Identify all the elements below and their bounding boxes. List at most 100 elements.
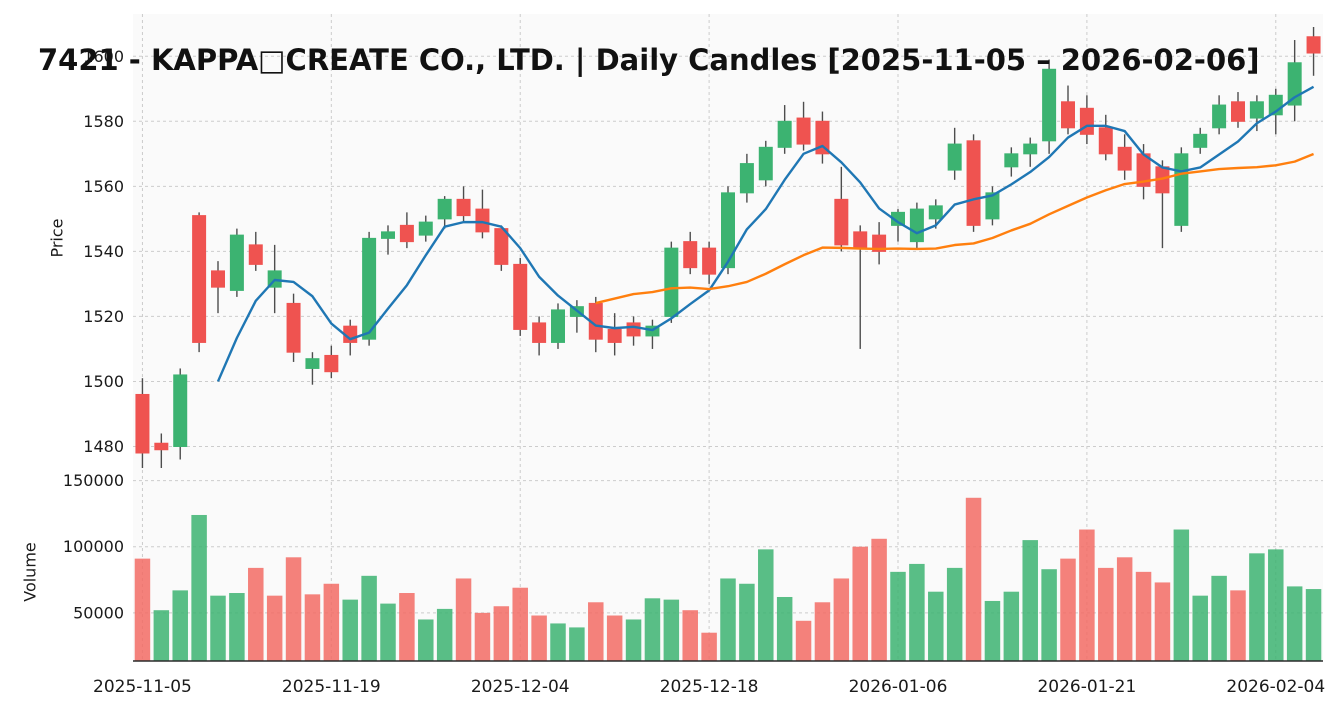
volume-bar xyxy=(304,594,321,661)
candle-body xyxy=(192,215,207,343)
volume-tick-label: 100000 xyxy=(63,537,124,556)
candle-body xyxy=(872,234,887,252)
candle-body xyxy=(1042,68,1057,142)
volume-bar xyxy=(1268,549,1284,661)
candle-body xyxy=(399,224,414,243)
candle-body xyxy=(758,146,773,181)
ma-long-line xyxy=(595,152,1315,305)
x-tick-label: 2025-12-18 xyxy=(660,677,759,697)
candle-body xyxy=(362,237,377,340)
candle-body xyxy=(229,234,244,291)
volume-bar xyxy=(1154,582,1171,661)
x-tick-label: 2025-12-04 xyxy=(471,677,570,697)
volume-bar xyxy=(625,619,642,661)
volume-bar xyxy=(229,593,245,661)
volume-bar xyxy=(1060,558,1076,661)
candle-body xyxy=(1231,101,1245,122)
candle-body xyxy=(1079,107,1094,135)
volume-bar xyxy=(758,549,774,661)
volume-bar xyxy=(606,615,623,661)
volume-bar xyxy=(928,591,944,661)
volume-bar xyxy=(1003,591,1020,661)
candle-body xyxy=(1174,153,1189,226)
volume-bar xyxy=(682,610,698,661)
volume-bar xyxy=(1211,575,1227,661)
volume-bar xyxy=(380,603,396,661)
price-tick-label: 1580 xyxy=(83,112,124,131)
candle-body xyxy=(551,309,565,343)
candle-body xyxy=(1193,133,1208,148)
candle-body xyxy=(135,393,150,454)
volume-bar xyxy=(285,557,302,661)
volume-bar xyxy=(1135,571,1152,661)
candle-body xyxy=(418,221,433,236)
volume-bar xyxy=(1286,586,1303,661)
volume-bar xyxy=(1192,595,1208,661)
volume-bar xyxy=(701,632,717,661)
candle-body xyxy=(626,322,641,337)
volume-bar xyxy=(342,599,358,661)
volume-bar xyxy=(1079,529,1095,661)
x-tick-label: 2026-01-21 xyxy=(1037,677,1136,697)
volume-bar xyxy=(210,595,226,661)
volume-bar xyxy=(531,615,547,661)
candle-body xyxy=(513,263,528,330)
candle-body xyxy=(607,328,622,343)
candle-body xyxy=(456,198,471,217)
volume-bar xyxy=(493,606,510,661)
candle-body xyxy=(1023,143,1038,155)
price-tick-label: 1480 xyxy=(83,437,124,456)
volume-bar xyxy=(833,578,850,661)
volume-tick-label: 150000 xyxy=(63,471,124,490)
volume-bar xyxy=(776,596,793,661)
volume-bar xyxy=(1230,590,1246,661)
volume-bar xyxy=(1173,529,1190,661)
volume-bar xyxy=(418,619,434,661)
candle-body xyxy=(1004,153,1019,168)
candle-body xyxy=(475,208,490,233)
volume-bar xyxy=(644,598,661,661)
price-tick-label: 1600 xyxy=(83,47,124,66)
candle-body xyxy=(286,302,301,353)
volume-bar xyxy=(720,578,736,661)
volume-bar xyxy=(399,593,415,661)
volume-bar xyxy=(1022,540,1038,661)
volume-bar xyxy=(361,575,377,661)
volume-bar xyxy=(871,538,887,661)
candle-body xyxy=(1249,101,1264,119)
plot-background xyxy=(133,14,1323,661)
volume-bar xyxy=(890,571,906,661)
candle-body xyxy=(739,163,754,194)
volume-bar xyxy=(965,497,982,661)
volume-bar xyxy=(266,595,283,661)
volume-bar xyxy=(739,583,755,661)
volume-bar xyxy=(512,587,528,661)
candle-body xyxy=(683,241,698,269)
volume-bar xyxy=(569,627,585,661)
candle-body xyxy=(947,143,962,171)
volume-bar xyxy=(663,599,680,661)
candle-body xyxy=(815,120,830,155)
candle-body xyxy=(777,120,792,148)
candle-body xyxy=(248,244,263,265)
volume-bar xyxy=(1041,569,1057,661)
candle-body xyxy=(381,231,395,239)
candle-body xyxy=(1061,101,1075,129)
x-tick-label: 2025-11-19 xyxy=(282,677,381,697)
volume-bar xyxy=(1305,589,1322,661)
ma-short-line xyxy=(216,85,1315,382)
candle-body xyxy=(796,117,811,145)
volume-bar xyxy=(1249,553,1265,661)
candle-body xyxy=(211,270,225,288)
x-tick-label: 2025-11-05 xyxy=(93,677,192,697)
x-tick-label: 2026-01-06 xyxy=(849,677,948,697)
price-tick-label: 1560 xyxy=(83,177,124,196)
x-tick-label: 2026-02-04 xyxy=(1226,677,1325,697)
volume-bar xyxy=(134,558,151,661)
volume-bar xyxy=(172,590,188,661)
volume-axis-label: Volume xyxy=(20,542,40,602)
volume-bar xyxy=(1098,567,1114,661)
volume-bar xyxy=(436,608,453,661)
candle-body xyxy=(1117,146,1132,171)
